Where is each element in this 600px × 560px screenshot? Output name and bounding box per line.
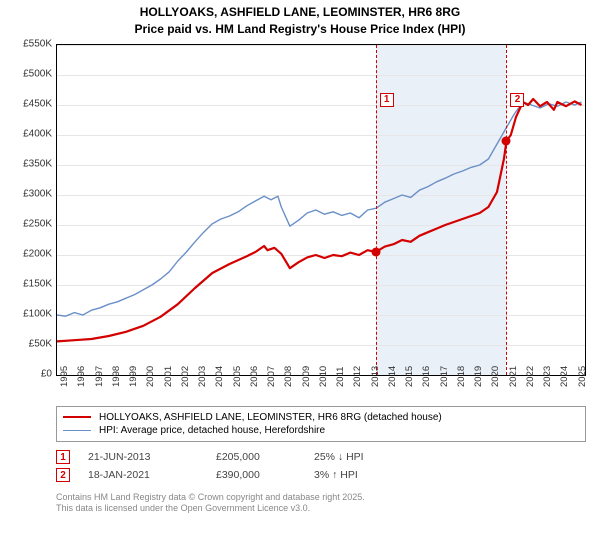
x-axis-label: 2009 (301, 365, 312, 386)
x-axis-label: 1999 (128, 365, 139, 386)
chart-title: HOLLYOAKS, ASHFIELD LANE, LEOMINSTER, HR… (0, 0, 600, 40)
x-axis-label: 2012 (352, 365, 363, 386)
x-axis-label: 2001 (163, 365, 174, 386)
sale-dot (502, 136, 511, 145)
series-line (57, 99, 582, 341)
x-axis-label: 2004 (214, 365, 225, 386)
footer-line-1: Contains HM Land Registry data © Crown c… (56, 492, 586, 504)
legend-swatch (63, 430, 91, 431)
y-axis-label: £50K (12, 338, 52, 349)
sale-price: £390,000 (216, 469, 296, 481)
sale-date: 21-JUN-2013 (88, 451, 198, 463)
sale-vline (376, 45, 377, 375)
y-axis-label: £300K (12, 188, 52, 199)
x-axis-label: 2016 (421, 365, 432, 386)
x-axis-label: 2007 (266, 365, 277, 386)
x-axis-label: 2006 (249, 365, 260, 386)
sale-delta: 25% ↓ HPI (314, 451, 364, 463)
x-axis-label: 2015 (404, 365, 415, 386)
y-axis-label: £150K (12, 278, 52, 289)
y-axis-label: £500K (12, 68, 52, 79)
sale-dot (371, 247, 380, 256)
x-axis-label: 2003 (197, 365, 208, 386)
x-axis-label: 2002 (180, 365, 191, 386)
x-axis-label: 1995 (59, 365, 70, 386)
x-axis-label: 1997 (94, 365, 105, 386)
sale-vline (506, 45, 507, 375)
x-axis-label: 2010 (318, 365, 329, 386)
x-axis-label: 2019 (473, 365, 484, 386)
footer-attribution: Contains HM Land Registry data © Crown c… (56, 492, 586, 515)
legend-label: HPI: Average price, detached house, Here… (99, 425, 325, 436)
y-axis-label: £350K (12, 158, 52, 169)
x-axis-label: 2008 (283, 365, 294, 386)
x-axis-label: 2023 (542, 365, 553, 386)
sale-row: 2 18-JAN-2021 £390,000 3% ↑ HPI (56, 466, 586, 484)
sale-marker-box: 1 (380, 93, 394, 107)
plot-area: 12 (56, 44, 586, 376)
legend-item: HPI: Average price, detached house, Here… (63, 424, 579, 437)
footer-line-2: This data is licensed under the Open Gov… (56, 503, 586, 515)
sale-date: 18-JAN-2021 (88, 469, 198, 481)
x-axis-label: 2013 (370, 365, 381, 386)
sale-marker-1: 1 (56, 450, 70, 464)
x-axis-label: 2011 (335, 366, 346, 386)
chart-area: 12 £0£50K£100K£150K£200K£250K£300K£350K£… (10, 40, 590, 400)
x-axis-label: 2014 (387, 365, 398, 386)
title-line-2: Price paid vs. HM Land Registry's House … (0, 21, 600, 38)
sale-marker-2: 2 (56, 468, 70, 482)
series-line (57, 102, 582, 316)
x-axis-label: 2025 (577, 365, 588, 386)
sale-row: 1 21-JUN-2013 £205,000 25% ↓ HPI (56, 448, 586, 466)
legend-label: HOLLYOAKS, ASHFIELD LANE, LEOMINSTER, HR… (99, 412, 442, 423)
sale-price: £205,000 (216, 451, 296, 463)
y-axis-label: £100K (12, 308, 52, 319)
legend-swatch (63, 416, 91, 418)
sale-marker-box: 2 (510, 93, 524, 107)
legend-item: HOLLYOAKS, ASHFIELD LANE, LEOMINSTER, HR… (63, 411, 579, 424)
x-axis-label: 2018 (456, 365, 467, 386)
sales-table: 1 21-JUN-2013 £205,000 25% ↓ HPI 2 18-JA… (56, 448, 586, 484)
x-axis-label: 2005 (232, 365, 243, 386)
y-axis-label: £450K (12, 98, 52, 109)
x-axis-label: 2022 (525, 365, 536, 386)
x-axis-label: 2024 (559, 365, 570, 386)
y-axis-label: £0 (12, 368, 52, 379)
title-line-1: HOLLYOAKS, ASHFIELD LANE, LEOMINSTER, HR… (0, 4, 600, 21)
x-axis-label: 1996 (76, 365, 87, 386)
y-axis-label: £400K (12, 128, 52, 139)
sale-delta: 3% ↑ HPI (314, 469, 358, 481)
y-axis-label: £200K (12, 248, 52, 259)
x-axis-label: 1998 (111, 365, 122, 386)
x-axis-label: 2021 (508, 365, 519, 386)
y-axis-label: £550K (12, 38, 52, 49)
x-axis-label: 2000 (145, 365, 156, 386)
x-axis-label: 2020 (490, 365, 501, 386)
x-axis-label: 2017 (439, 365, 450, 386)
legend: HOLLYOAKS, ASHFIELD LANE, LEOMINSTER, HR… (56, 406, 586, 442)
y-axis-label: £250K (12, 218, 52, 229)
